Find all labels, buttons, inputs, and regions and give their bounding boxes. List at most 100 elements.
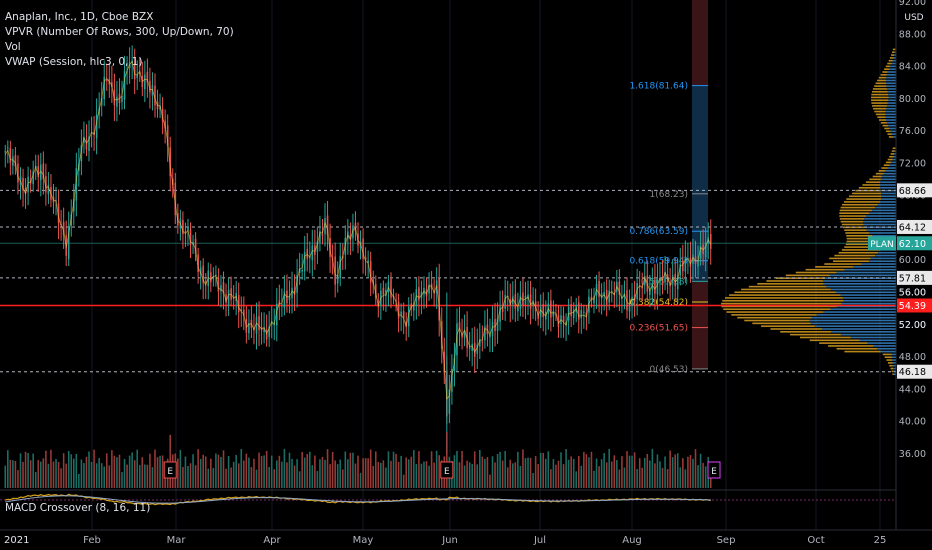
- volume-bar: [187, 465, 189, 488]
- loss-zone-box: [692, 281, 708, 369]
- volume-bar: [83, 463, 85, 488]
- volume-bar: [156, 457, 159, 488]
- volume-bar: [362, 458, 364, 488]
- volume-bar: [484, 458, 486, 488]
- vpvr-bar-up: [810, 322, 896, 325]
- volume-bar: [374, 451, 377, 488]
- candle-body: [288, 296, 291, 301]
- vpvr-bar-down: [892, 48, 896, 51]
- symbol-title[interactable]: Anaplan, Inc., 1D, Cboe BZX: [5, 11, 154, 23]
- vpvr-bar-up: [830, 308, 896, 311]
- volume-bar: [425, 461, 428, 488]
- candle-body: [656, 279, 659, 295]
- vpvr-bar-down: [766, 280, 824, 282]
- fib-level-label: 1.618(81.64): [629, 82, 688, 92]
- volume-bar: [126, 464, 128, 488]
- candle-body: [674, 273, 676, 287]
- vpvr-bar-up: [889, 164, 896, 166]
- vpvr-bar-down: [872, 88, 888, 90]
- volume-bar: [316, 471, 319, 488]
- candle-body: [278, 300, 281, 306]
- signal-line: [5, 495, 711, 504]
- vpvr-bar-down: [845, 243, 880, 246]
- volume-bar: [301, 451, 303, 488]
- volume-bar: [643, 457, 646, 488]
- fib-level-label: 0.786(63.59): [629, 227, 688, 237]
- vpvr-bar-down: [877, 116, 886, 118]
- vpvr-bar-down: [890, 367, 894, 370]
- price-tick: 56.00: [899, 287, 926, 298]
- volume-bar: [14, 460, 17, 488]
- volume-bar: [367, 458, 369, 488]
- vpvr-bar-down: [844, 246, 881, 248]
- candle-body: [123, 71, 126, 100]
- vpvr-bar-down: [872, 105, 888, 107]
- vwap-indicator-label[interactable]: VWAP (Session, hlc3, 0, 1): [5, 56, 143, 68]
- volume-bar: [212, 467, 215, 488]
- vpvr-bar-down: [842, 203, 878, 206]
- volume-bar: [649, 460, 651, 488]
- vpvr-bar-down: [875, 172, 884, 175]
- vpvr-bar-up: [890, 65, 896, 68]
- volume-bar: [481, 456, 484, 488]
- vpvr-bar-up: [843, 297, 896, 299]
- candle-body: [100, 98, 103, 106]
- vpvr-bar-up: [885, 116, 896, 118]
- vpvr-bar-up: [867, 342, 896, 344]
- candle-body: [42, 163, 45, 179]
- vpvr-bar-down: [770, 328, 823, 330]
- volume-bar: [70, 454, 73, 488]
- vpvr-bar-down: [840, 206, 876, 209]
- candle-body: [476, 344, 479, 354]
- candle-body: [608, 290, 611, 303]
- price-label: 68.66: [899, 186, 926, 197]
- volume-bar: [603, 453, 605, 488]
- volume-bar: [372, 465, 375, 488]
- candle-body: [382, 287, 385, 295]
- volume-bar: [161, 455, 164, 488]
- volume-bar: [311, 465, 314, 488]
- volume-bar: [702, 462, 704, 488]
- volume-bar: [164, 470, 166, 488]
- candle-body: [32, 171, 34, 184]
- vpvr-bar-up: [893, 367, 896, 370]
- volume-bar: [22, 461, 24, 488]
- volume-bar: [501, 460, 504, 488]
- price-tick: 40.00: [899, 417, 926, 428]
- volume-bar: [552, 459, 555, 488]
- volume-bar: [621, 456, 623, 488]
- vpvr-bar-down: [880, 74, 887, 76]
- vpvr-bar-up: [888, 99, 896, 102]
- vpvr-bar-down: [839, 215, 867, 217]
- volume-bar: [306, 454, 309, 488]
- candle-body: [217, 278, 220, 292]
- candle-body: [704, 242, 707, 258]
- price-label-box: [897, 219, 932, 234]
- volume-bar: [392, 451, 395, 488]
- candle-body: [336, 274, 339, 284]
- volume-bar: [331, 451, 334, 488]
- vpvr-indicator-label[interactable]: VPVR (Number Of Rows, 300, Up/Down, 70): [5, 26, 234, 38]
- volume-bar: [669, 450, 671, 488]
- volume-bar: [144, 464, 146, 488]
- currency-label: USD: [904, 13, 923, 23]
- volume-bar: [461, 450, 463, 488]
- candle-body: [605, 289, 608, 305]
- vpvr-bar-down: [805, 268, 845, 271]
- vpvr-bar-up: [887, 105, 896, 107]
- volume-bar: [529, 457, 532, 488]
- volume-bar: [446, 432, 448, 488]
- candle-body: [301, 269, 303, 272]
- volume-bar: [413, 450, 415, 488]
- volume-bar: [349, 452, 352, 488]
- vpvr-bar-up: [891, 161, 896, 164]
- candle-body: [407, 306, 410, 327]
- volume-bar: [324, 459, 326, 488]
- volume-indicator-label[interactable]: Vol: [5, 41, 21, 53]
- volume-bar: [62, 453, 65, 488]
- volume-bar: [149, 453, 151, 488]
- volume-bar: [24, 451, 27, 488]
- volume-bar: [550, 469, 552, 488]
- volume-bar: [547, 451, 550, 488]
